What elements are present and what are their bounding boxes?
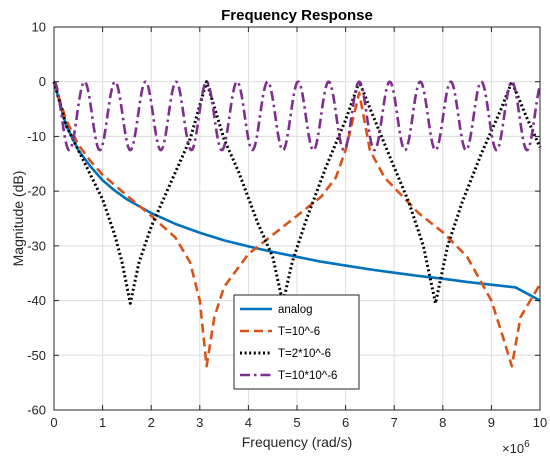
y-tick-label: -30: [27, 238, 46, 253]
y-tick-label: 0: [39, 74, 46, 89]
x-tick-label: 5: [293, 415, 300, 430]
x-tick-label: 8: [439, 415, 446, 430]
x-tick-label: 2: [148, 415, 155, 430]
series-line-0: [52, 81, 541, 302]
y-axis-label: Magnitude (dB): [10, 171, 26, 267]
y-tick-label: 10: [32, 20, 46, 35]
y-tick-label: -20: [27, 184, 46, 199]
y-tick-label: -10: [27, 129, 46, 144]
x-axis-exponent: ×106: [502, 439, 530, 456]
legend-entry: T=10^-6: [278, 326, 320, 338]
legend: analog T=10^-6 T=2*10^-6 T=10*10^-6: [233, 294, 360, 390]
y-tick-label: -50: [27, 348, 46, 363]
ticks: 0 1 2 3 4 5 6 7 8 9 10 -60 -50 -40 -30 -20 -10 0 10: [27, 20, 547, 431]
y-tick-label: -60: [27, 403, 46, 418]
y-tick-label: -40: [27, 293, 46, 308]
series-line-3: [53, 80, 542, 152]
legend-box: [233, 294, 360, 390]
x-tick-label: 7: [391, 415, 398, 430]
chart-title: Frequency Response: [221, 7, 373, 24]
x-axis-exponent-base: ×10: [502, 441, 524, 456]
x-tick-label: 1: [99, 415, 106, 430]
x-tick-label: 6: [342, 415, 349, 430]
legend-entry: analog: [278, 304, 313, 316]
x-tick-label: 10: [533, 415, 547, 430]
legend-entry: T=10*10^-6: [278, 370, 337, 382]
x-tick-label: 9: [488, 415, 495, 430]
x-tick-label: 3: [196, 415, 203, 430]
x-tick-label: 0: [50, 415, 57, 430]
legend-entry: T=2*10^-6: [278, 348, 331, 360]
series-line-1: [52, 81, 542, 368]
x-tick-label: 4: [245, 415, 252, 430]
x-axis-label: Frequency (rad/s): [242, 434, 352, 450]
x-axis-exponent-power: 6: [524, 439, 530, 450]
